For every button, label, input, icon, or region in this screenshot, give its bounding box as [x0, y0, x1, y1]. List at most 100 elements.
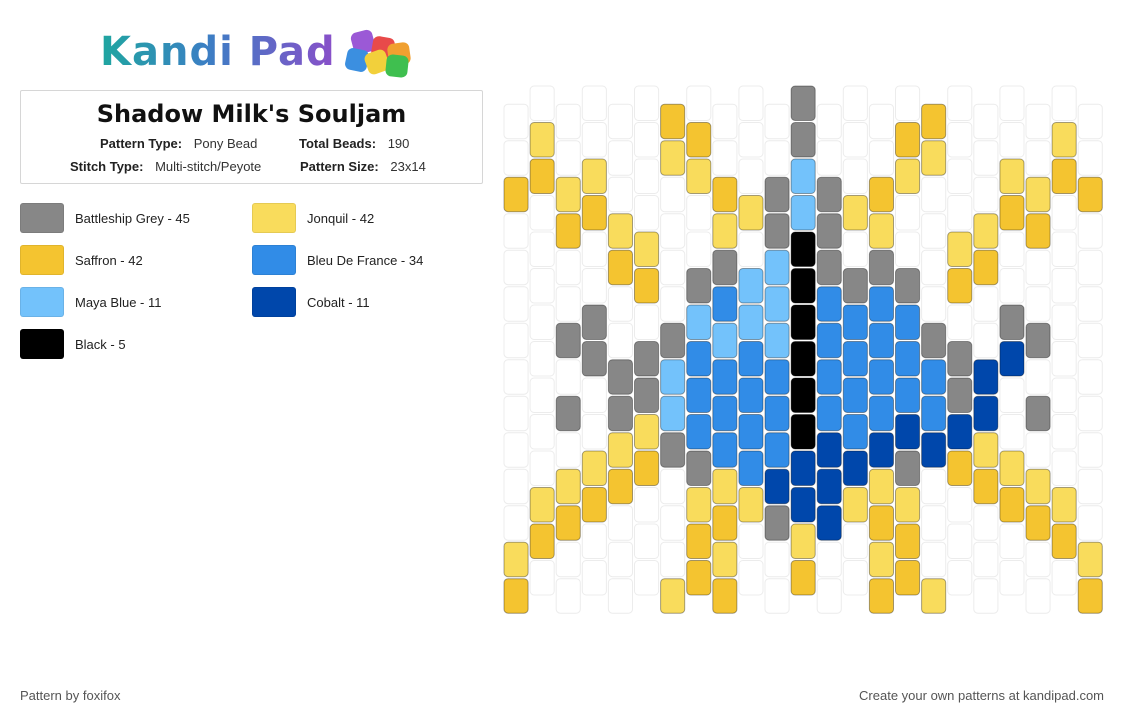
empty-bead-slot[interactable]: [634, 560, 660, 596]
bead[interactable]: [1025, 176, 1051, 213]
bead[interactable]: [868, 505, 894, 541]
bead[interactable]: [1025, 468, 1051, 505]
empty-bead-slot[interactable]: [581, 122, 607, 158]
bead[interactable]: [947, 450, 973, 486]
bead[interactable]: [607, 213, 634, 249]
empty-bead-slot[interactable]: [973, 322, 999, 359]
bead[interactable]: [816, 213, 842, 249]
bead[interactable]: [764, 176, 790, 213]
bead[interactable]: [764, 249, 790, 286]
bead[interactable]: [607, 395, 634, 432]
empty-bead-slot[interactable]: [816, 103, 842, 140]
bead[interactable]: [686, 304, 712, 340]
empty-bead-slot[interactable]: [999, 231, 1025, 267]
bead[interactable]: [581, 195, 607, 231]
empty-bead-slot[interactable]: [555, 359, 581, 395]
empty-bead-slot[interactable]: [842, 231, 868, 267]
empty-bead-slot[interactable]: [999, 560, 1025, 596]
empty-bead-slot[interactable]: [999, 122, 1025, 158]
bead[interactable]: [555, 468, 581, 505]
bead[interactable]: [686, 268, 712, 304]
empty-bead-slot[interactable]: [529, 341, 555, 377]
empty-bead-slot[interactable]: [868, 140, 894, 176]
empty-bead-slot[interactable]: [634, 523, 660, 559]
bead[interactable]: [842, 195, 868, 231]
bead[interactable]: [686, 158, 712, 194]
empty-bead-slot[interactable]: [607, 140, 634, 176]
empty-bead-slot[interactable]: [529, 195, 555, 231]
empty-bead-slot[interactable]: [921, 541, 947, 578]
bead[interactable]: [842, 304, 868, 340]
empty-bead-slot[interactable]: [712, 103, 738, 140]
empty-bead-slot[interactable]: [555, 541, 581, 578]
bead[interactable]: [947, 341, 973, 377]
bead[interactable]: [529, 158, 555, 194]
bead[interactable]: [842, 487, 868, 523]
empty-bead-slot[interactable]: [764, 578, 790, 614]
empty-bead-slot[interactable]: [529, 231, 555, 267]
empty-bead-slot[interactable]: [1077, 249, 1103, 286]
bead[interactable]: [738, 304, 764, 340]
bead[interactable]: [895, 377, 921, 413]
bead[interactable]: [581, 450, 607, 486]
empty-bead-slot[interactable]: [895, 195, 921, 231]
empty-bead-slot[interactable]: [1077, 286, 1103, 322]
empty-bead-slot[interactable]: [581, 231, 607, 267]
empty-bead-slot[interactable]: [738, 85, 764, 121]
bead[interactable]: [816, 286, 842, 322]
bead[interactable]: [529, 122, 555, 158]
empty-bead-slot[interactable]: [921, 505, 947, 541]
empty-bead-slot[interactable]: [816, 140, 842, 176]
empty-bead-slot[interactable]: [555, 286, 581, 322]
empty-bead-slot[interactable]: [503, 395, 529, 432]
empty-bead-slot[interactable]: [1051, 341, 1077, 377]
empty-bead-slot[interactable]: [607, 103, 634, 140]
empty-bead-slot[interactable]: [1025, 541, 1051, 578]
bead[interactable]: [790, 523, 816, 559]
empty-bead-slot[interactable]: [529, 450, 555, 486]
bead[interactable]: [868, 468, 894, 505]
bead[interactable]: [660, 322, 686, 359]
empty-bead-slot[interactable]: [1051, 414, 1077, 450]
bead[interactable]: [712, 578, 738, 614]
bead[interactable]: [999, 341, 1025, 377]
bead[interactable]: [1077, 578, 1103, 614]
empty-bead-slot[interactable]: [973, 505, 999, 541]
empty-bead-slot[interactable]: [1077, 468, 1103, 505]
empty-bead-slot[interactable]: [555, 249, 581, 286]
bead[interactable]: [921, 395, 947, 432]
empty-bead-slot[interactable]: [686, 231, 712, 267]
empty-bead-slot[interactable]: [503, 505, 529, 541]
bead[interactable]: [581, 341, 607, 377]
bead[interactable]: [686, 414, 712, 450]
bead[interactable]: [895, 450, 921, 486]
bead[interactable]: [712, 395, 738, 432]
bead[interactable]: [738, 377, 764, 413]
empty-bead-slot[interactable]: [738, 231, 764, 267]
bead[interactable]: [790, 304, 816, 340]
bead[interactable]: [712, 249, 738, 286]
empty-bead-slot[interactable]: [607, 286, 634, 322]
empty-bead-slot[interactable]: [660, 286, 686, 322]
bead[interactable]: [581, 304, 607, 340]
empty-bead-slot[interactable]: [555, 432, 581, 468]
bead[interactable]: [686, 341, 712, 377]
bead[interactable]: [947, 377, 973, 413]
bead[interactable]: [764, 395, 790, 432]
bead[interactable]: [660, 395, 686, 432]
bead[interactable]: [529, 523, 555, 559]
empty-bead-slot[interactable]: [947, 122, 973, 158]
empty-bead-slot[interactable]: [999, 523, 1025, 559]
bead[interactable]: [1025, 322, 1051, 359]
bead[interactable]: [999, 158, 1025, 194]
empty-bead-slot[interactable]: [973, 286, 999, 322]
bead[interactable]: [816, 322, 842, 359]
bead[interactable]: [921, 359, 947, 395]
empty-bead-slot[interactable]: [1025, 103, 1051, 140]
empty-bead-slot[interactable]: [764, 541, 790, 578]
bead[interactable]: [1077, 541, 1103, 578]
empty-bead-slot[interactable]: [607, 176, 634, 213]
bead[interactable]: [686, 560, 712, 596]
bead[interactable]: [921, 432, 947, 468]
empty-bead-slot[interactable]: [973, 103, 999, 140]
